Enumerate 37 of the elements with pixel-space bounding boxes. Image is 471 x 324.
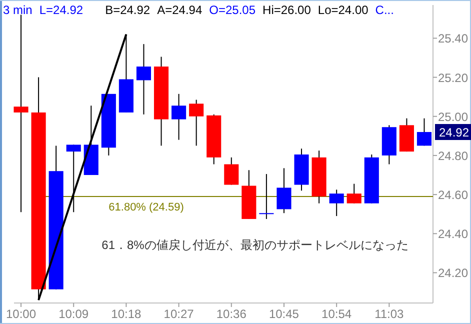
annotation: Hi=26.00 [262, 3, 312, 17]
annotation: L=24.92 [39, 3, 84, 17]
candlestick [329, 189, 344, 217]
annotation: C... [375, 3, 394, 17]
candlestick [136, 44, 152, 115]
candlestick [172, 93, 186, 140]
y-tick-label: 25.20 [438, 70, 468, 85]
y-tick-label: 24.60 [438, 188, 468, 202]
candlestick [14, 14, 28, 213]
annotation: 61．8%の値戻し付近が、最初のサポートレベルになった [102, 238, 408, 252]
y-tick-label: 24.40 [438, 227, 468, 242]
annotation: A=24.94 [157, 3, 202, 17]
candlestick [66, 144, 81, 213]
x-tick-label: 10:54 [322, 307, 352, 321]
candlestick [259, 174, 274, 220]
x-tick-label: 10:36 [216, 307, 247, 321]
annotation: Lo=24.00 [318, 3, 369, 17]
annotation: 24.92 [439, 126, 470, 140]
candlestick [276, 168, 292, 214]
y-tick-label: 24.80 [438, 148, 468, 163]
candlestick [189, 99, 204, 146]
candlestick [346, 183, 362, 204]
x-tick-label: 10:18 [111, 307, 142, 321]
x-tick-label: 10:45 [268, 307, 300, 321]
x-tick-label: 10:00 [6, 307, 36, 321]
y-tick-label: 24.20 [438, 266, 468, 280]
y-tick-label: 25.40 [438, 32, 468, 46]
x-tick-label: 11:03 [374, 307, 404, 321]
candlestick [416, 118, 432, 146]
y-tick-label: 25.00 [438, 110, 468, 124]
candlestick [224, 156, 239, 186]
ref-line-label: 61.80% (24.59) [108, 202, 184, 214]
annotation: 3 min [3, 3, 32, 17]
x-tick-label: 10:09 [58, 307, 89, 321]
annotation: O=25.05 [209, 3, 256, 17]
x-tick-label: 10:27 [164, 307, 194, 321]
annotation: B=24.92 [105, 3, 150, 17]
